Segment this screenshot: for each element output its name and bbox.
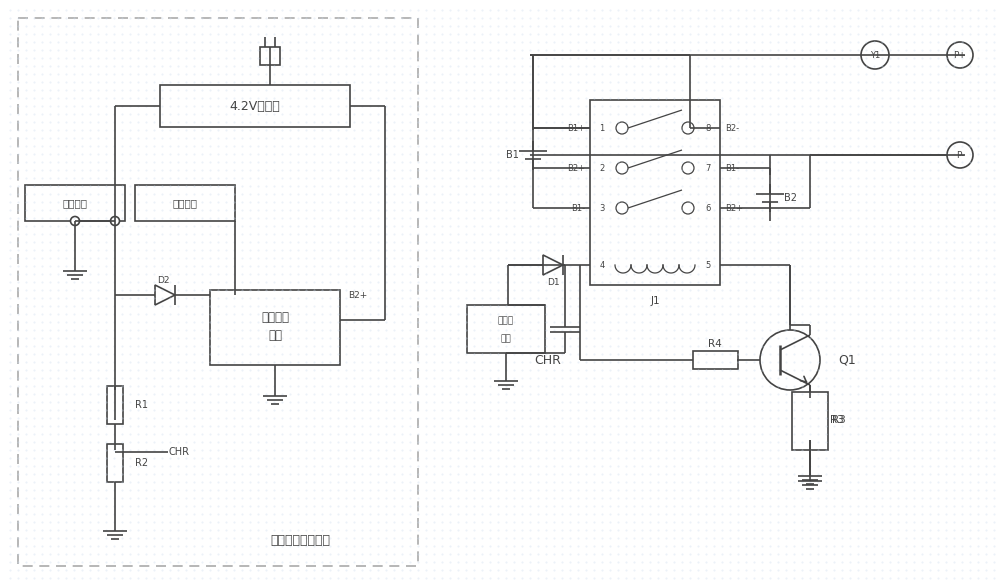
Text: B1-: B1-	[571, 203, 585, 213]
Circle shape	[616, 122, 628, 134]
Text: B2+: B2+	[348, 290, 367, 299]
Text: 充電正極: 充電正極	[173, 198, 198, 208]
FancyBboxPatch shape	[467, 305, 545, 353]
Text: B1+: B1+	[567, 124, 585, 132]
Polygon shape	[155, 285, 175, 305]
Text: R3: R3	[830, 415, 844, 425]
FancyBboxPatch shape	[135, 185, 235, 221]
Text: 2: 2	[599, 163, 605, 173]
Text: P-: P-	[956, 150, 964, 160]
FancyBboxPatch shape	[260, 47, 280, 65]
Circle shape	[861, 41, 889, 69]
Text: 充電管理: 充電管理	[261, 310, 289, 324]
Text: 1: 1	[599, 124, 605, 132]
Circle shape	[682, 202, 694, 214]
Circle shape	[111, 217, 120, 225]
Text: D1: D1	[547, 278, 559, 286]
Text: 繼電器: 繼電器	[498, 317, 514, 325]
Text: R2: R2	[135, 458, 148, 468]
Circle shape	[682, 162, 694, 174]
Circle shape	[947, 42, 973, 68]
Text: B2+: B2+	[567, 163, 585, 173]
FancyBboxPatch shape	[801, 400, 819, 440]
Text: CHR: CHR	[168, 447, 189, 457]
Circle shape	[760, 330, 820, 390]
FancyBboxPatch shape	[692, 351, 738, 369]
Text: 電路: 電路	[268, 328, 282, 342]
Text: 3: 3	[599, 203, 605, 213]
FancyBboxPatch shape	[792, 392, 828, 450]
FancyBboxPatch shape	[160, 85, 350, 127]
Text: 5: 5	[705, 260, 711, 270]
Text: 8: 8	[705, 124, 711, 132]
Text: 恒流恒壓充電電路: 恒流恒壓充電電路	[270, 533, 330, 547]
Text: B2-: B2-	[725, 124, 739, 132]
Circle shape	[616, 202, 628, 214]
FancyBboxPatch shape	[25, 185, 125, 221]
Text: B1: B1	[506, 150, 519, 160]
Circle shape	[616, 162, 628, 174]
Text: Y1: Y1	[870, 51, 880, 59]
Text: 4: 4	[599, 260, 605, 270]
Text: P+: P+	[954, 51, 966, 59]
Text: D2: D2	[157, 275, 169, 285]
FancyBboxPatch shape	[107, 444, 123, 482]
Text: B2+: B2+	[725, 203, 743, 213]
Text: R4: R4	[708, 339, 722, 349]
Text: 充電負級: 充電負級	[63, 198, 88, 208]
Polygon shape	[543, 255, 563, 275]
Text: J1: J1	[650, 296, 660, 306]
Text: 4.2V適配器: 4.2V適配器	[230, 99, 280, 113]
Text: CHR: CHR	[535, 353, 561, 367]
Text: R3: R3	[832, 415, 846, 425]
Text: B2: B2	[784, 193, 797, 203]
Text: 7: 7	[705, 163, 711, 173]
Text: 6: 6	[705, 203, 711, 213]
FancyBboxPatch shape	[590, 100, 720, 285]
FancyBboxPatch shape	[210, 290, 340, 365]
Text: Q1: Q1	[838, 353, 856, 367]
FancyBboxPatch shape	[107, 386, 123, 424]
Circle shape	[947, 142, 973, 168]
Circle shape	[682, 122, 694, 134]
Circle shape	[71, 217, 80, 225]
Text: 電源: 電源	[501, 335, 511, 343]
Text: R1: R1	[135, 400, 148, 410]
Text: B1-: B1-	[725, 163, 739, 173]
